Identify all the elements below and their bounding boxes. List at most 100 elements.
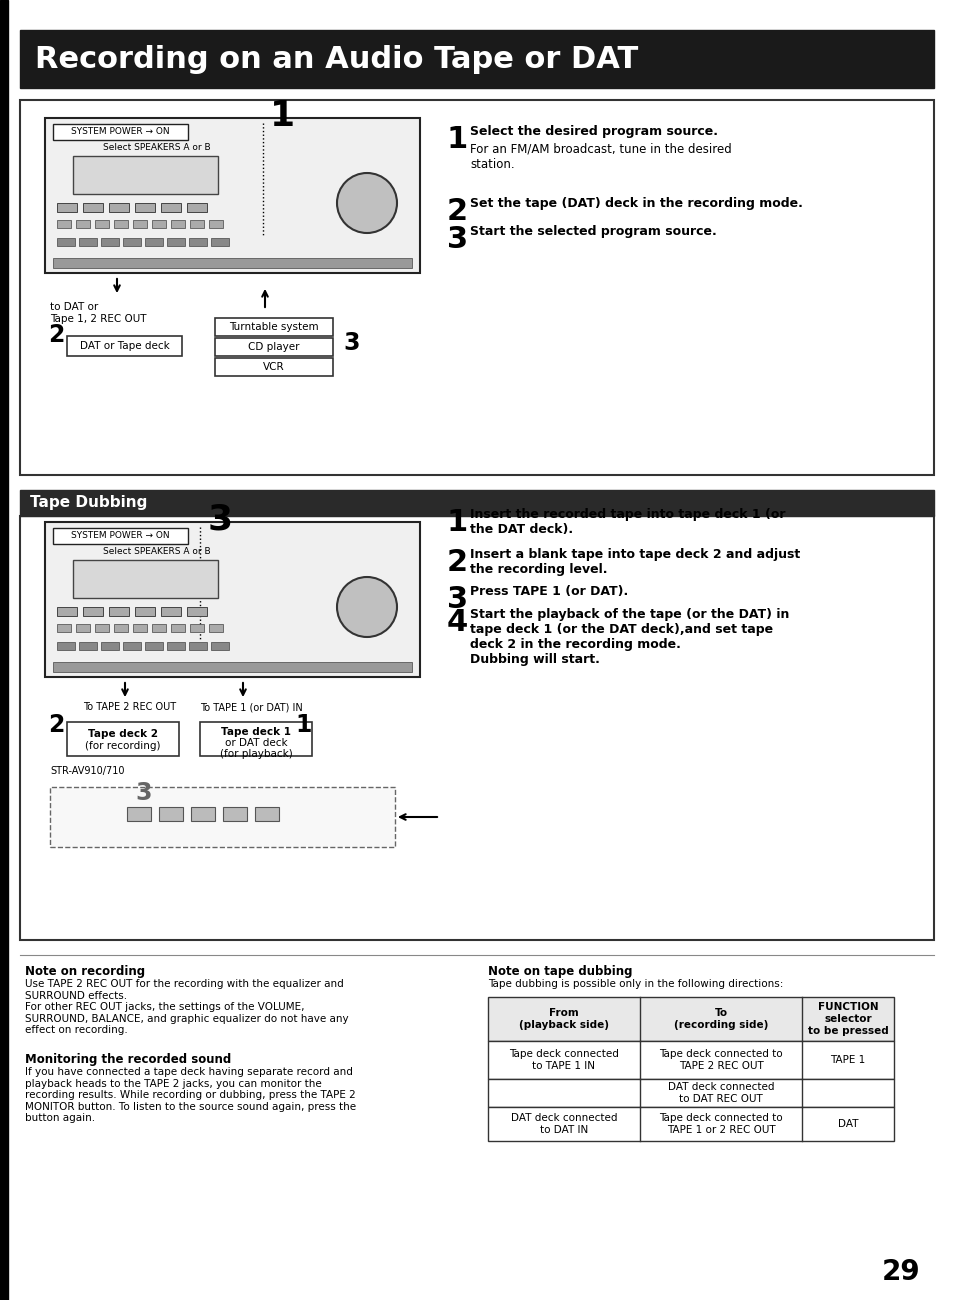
- Text: Tape Dubbing: Tape Dubbing: [30, 495, 147, 511]
- Text: 2: 2: [48, 712, 64, 737]
- Bar: [79, 238, 97, 246]
- Bar: [209, 220, 223, 228]
- Text: VCR: VCR: [263, 361, 285, 372]
- Text: Tape 1, 2 REC OUT: Tape 1, 2 REC OUT: [50, 315, 147, 324]
- Text: Tape deck connected to
TAPE 1 or 2 REC OUT: Tape deck connected to TAPE 1 or 2 REC O…: [659, 1113, 782, 1135]
- Bar: [79, 642, 97, 650]
- Text: TAPE 1: TAPE 1: [829, 1056, 864, 1065]
- Bar: [83, 203, 103, 212]
- Bar: [214, 358, 333, 376]
- Bar: [159, 807, 183, 822]
- Text: 3: 3: [135, 781, 152, 805]
- Text: Insert a blank tape into tape deck 2 and adjust
the recording level.: Insert a blank tape into tape deck 2 and…: [470, 549, 800, 576]
- Text: FUNCTION
selector
to be pressed: FUNCTION selector to be pressed: [807, 1002, 887, 1036]
- Bar: [209, 624, 223, 632]
- Bar: [214, 318, 333, 335]
- Bar: [190, 624, 204, 632]
- Text: Turntable system: Turntable system: [229, 322, 318, 332]
- Bar: [132, 624, 147, 632]
- Bar: [135, 203, 154, 212]
- Bar: [187, 203, 207, 212]
- Text: 1: 1: [447, 508, 468, 537]
- Text: Start the selected program source.: Start the selected program source.: [470, 225, 716, 238]
- Text: If you have connected a tape deck having separate record and
playback heads to t: If you have connected a tape deck having…: [25, 1067, 355, 1123]
- Text: (for recording): (for recording): [85, 741, 161, 751]
- Bar: [53, 257, 412, 268]
- Text: Set the tape (DAT) deck in the recording mode.: Set the tape (DAT) deck in the recording…: [470, 198, 802, 211]
- Bar: [57, 238, 75, 246]
- Text: 2: 2: [447, 549, 468, 577]
- Bar: [152, 624, 166, 632]
- Bar: [488, 997, 893, 1041]
- Bar: [73, 156, 218, 194]
- Bar: [73, 560, 218, 598]
- Bar: [488, 1079, 893, 1108]
- Text: Tape dubbing is possible only in the following directions:: Tape dubbing is possible only in the fol…: [488, 979, 782, 989]
- Bar: [57, 624, 71, 632]
- Text: For an FM/AM broadcast, tune in the desired
station.: For an FM/AM broadcast, tune in the desi…: [470, 143, 731, 172]
- Circle shape: [336, 577, 396, 637]
- Bar: [109, 203, 129, 212]
- Bar: [57, 203, 77, 212]
- Bar: [53, 662, 412, 672]
- Text: SYSTEM POWER → ON: SYSTEM POWER → ON: [71, 127, 169, 136]
- Text: 1: 1: [270, 99, 294, 133]
- Bar: [45, 118, 419, 273]
- Bar: [223, 807, 247, 822]
- Bar: [189, 642, 207, 650]
- Bar: [214, 338, 333, 356]
- Text: 29: 29: [881, 1258, 919, 1286]
- Text: 1: 1: [447, 125, 468, 153]
- Bar: [123, 642, 141, 650]
- Text: STR-AV910/710: STR-AV910/710: [50, 766, 125, 776]
- Bar: [167, 238, 185, 246]
- Bar: [191, 807, 214, 822]
- Bar: [113, 220, 128, 228]
- Bar: [135, 607, 154, 616]
- Bar: [211, 238, 229, 246]
- Bar: [171, 624, 185, 632]
- Text: CD player: CD player: [248, 342, 299, 352]
- Text: 3: 3: [343, 332, 359, 355]
- Text: Tape deck connected
to TAPE 1 IN: Tape deck connected to TAPE 1 IN: [509, 1049, 618, 1071]
- Bar: [57, 642, 75, 650]
- Text: Monitoring the recorded sound: Monitoring the recorded sound: [25, 1053, 231, 1066]
- Bar: [132, 220, 147, 228]
- Text: Note on recording: Note on recording: [25, 965, 145, 978]
- Bar: [161, 203, 181, 212]
- Bar: [20, 490, 933, 516]
- Bar: [45, 523, 419, 677]
- Text: 2: 2: [48, 322, 64, 347]
- Circle shape: [336, 173, 396, 233]
- Bar: [145, 238, 163, 246]
- Text: 2: 2: [447, 198, 468, 226]
- Text: 1: 1: [294, 712, 311, 737]
- Text: (for playback): (for playback): [219, 749, 292, 759]
- Bar: [161, 607, 181, 616]
- Bar: [0, 0, 8, 1300]
- Bar: [95, 624, 109, 632]
- Text: Select the desired program source.: Select the desired program source.: [470, 125, 718, 138]
- Bar: [145, 642, 163, 650]
- Bar: [189, 238, 207, 246]
- Text: Tape deck 2: Tape deck 2: [88, 729, 158, 738]
- Text: SYSTEM POWER → ON: SYSTEM POWER → ON: [71, 532, 169, 541]
- Bar: [20, 30, 933, 88]
- Bar: [109, 607, 129, 616]
- Text: Tape deck connected to
TAPE 2 REC OUT: Tape deck connected to TAPE 2 REC OUT: [659, 1049, 782, 1071]
- Text: Select SPEAKERS A or B: Select SPEAKERS A or B: [103, 143, 211, 152]
- Bar: [20, 516, 933, 940]
- Bar: [101, 642, 119, 650]
- Bar: [67, 335, 182, 356]
- Text: DAT: DAT: [837, 1119, 858, 1128]
- Bar: [113, 624, 128, 632]
- Bar: [53, 124, 188, 140]
- Bar: [254, 807, 278, 822]
- Bar: [187, 607, 207, 616]
- Text: 4: 4: [447, 608, 468, 637]
- Bar: [20, 100, 933, 474]
- Bar: [167, 642, 185, 650]
- Bar: [76, 220, 90, 228]
- Bar: [53, 528, 188, 543]
- Text: From
(playback side): From (playback side): [518, 1009, 608, 1030]
